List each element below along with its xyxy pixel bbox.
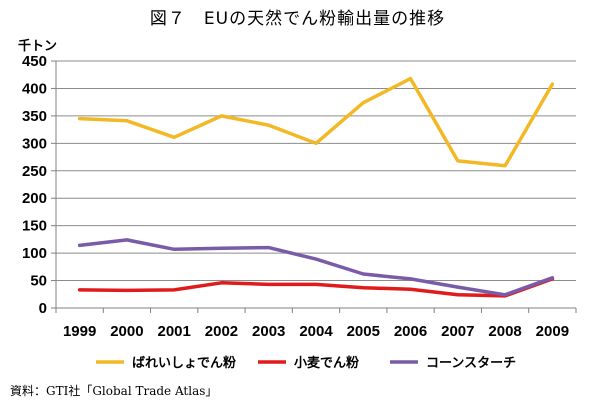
series-lines [77, 76, 555, 298]
y-tick-label: 0 [39, 300, 47, 317]
y-axis-ticks: 0 50 100 150 200 250 300 350 400 450 [22, 53, 56, 317]
y-tick-label: 450 [22, 53, 47, 70]
y-axis-unit-label: 千トン [18, 39, 58, 54]
x-tick-label: 2008 [488, 323, 521, 340]
x-tick-label: 1999 [63, 323, 96, 340]
series-line [77, 277, 555, 298]
chart-title: 図７ EUの天然でん粉輸出量の推移 [149, 9, 446, 29]
x-tick-label: 2007 [441, 323, 474, 340]
y-tick-label: 150 [22, 218, 47, 235]
x-axis-ticks: 1999 2000 2001 2002 2003 2004 2005 2006 2007 2008… [55, 308, 577, 340]
x-tick-label: 2004 [299, 323, 333, 340]
x-tick-label: 2000 [110, 323, 143, 340]
axes [55, 61, 576, 309]
y-tick-label: 250 [22, 163, 47, 180]
y-tick-label: 50 [30, 273, 47, 290]
legend-label: コーンスターチ [426, 356, 516, 371]
legend-label: 小麦でん粉 [294, 355, 359, 371]
x-tick-label: 2001 [157, 323, 190, 340]
gridlines [56, 60, 576, 282]
legend-label: ばれいしょでん粉 [132, 355, 236, 371]
x-tick-label: 2003 [252, 323, 285, 340]
y-tick-label: 400 [22, 80, 47, 97]
series-line [77, 238, 555, 297]
y-tick-label: 350 [22, 108, 47, 125]
legend: ばれいしょでん粉 小麦でん粉 コーンスターチ [96, 355, 516, 371]
y-tick-label: 100 [22, 245, 47, 262]
x-tick-label: 2006 [394, 323, 427, 340]
x-tick-label: 2009 [536, 323, 569, 340]
x-tick-label: 2005 [347, 323, 380, 340]
y-tick-label: 300 [22, 135, 47, 152]
source-note: 資料：GTI社「Global Trade Atlas」 [10, 384, 218, 398]
y-tick-label: 200 [22, 190, 47, 207]
x-tick-label: 2002 [205, 323, 238, 340]
series-line [77, 76, 555, 168]
